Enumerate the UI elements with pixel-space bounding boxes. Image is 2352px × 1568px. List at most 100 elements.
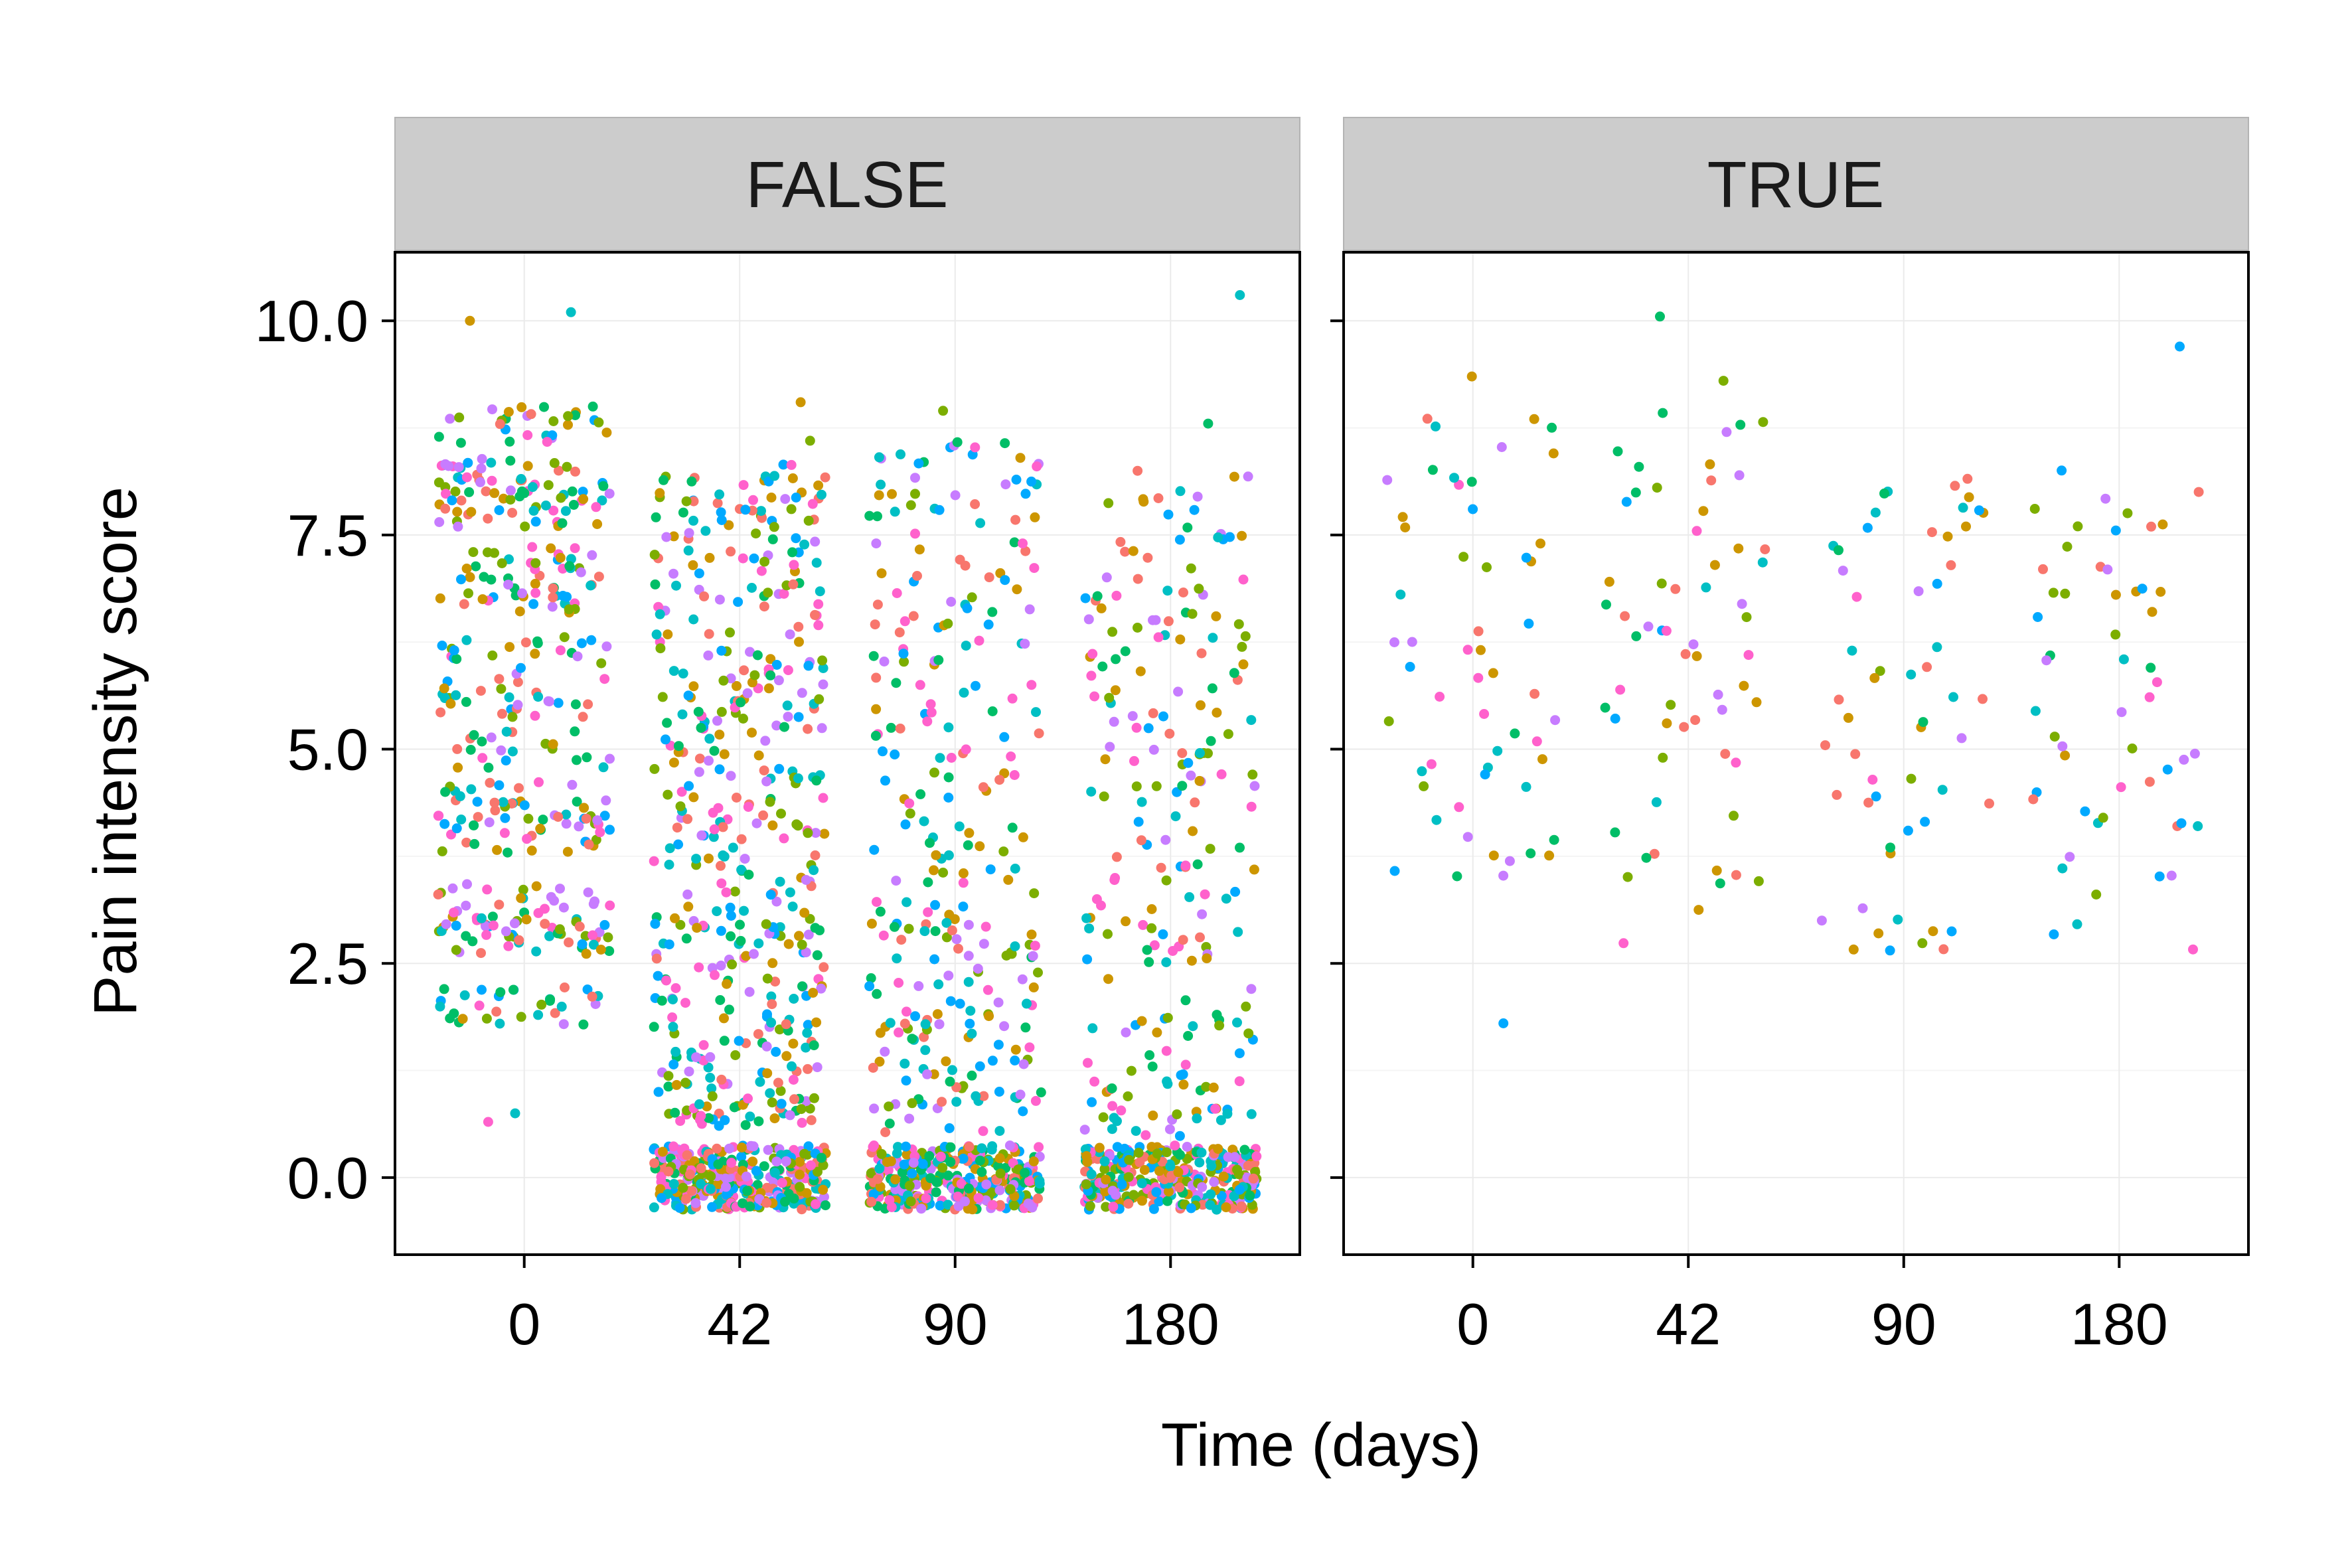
data-point <box>716 878 727 889</box>
data-point <box>548 739 558 749</box>
data-point <box>982 984 993 995</box>
data-point <box>716 507 726 518</box>
data-point <box>1083 614 1094 625</box>
data-point <box>1245 1190 1255 1201</box>
x-tick-label: 0 <box>1456 1291 1489 1357</box>
data-point <box>570 410 580 420</box>
data-point <box>2057 741 2068 751</box>
data-point <box>977 1143 987 1154</box>
data-point <box>736 697 746 708</box>
data-point <box>1099 791 1109 802</box>
data-point <box>1948 692 1958 702</box>
data-point <box>1028 1156 1039 1166</box>
data-point <box>1103 498 1114 509</box>
data-point <box>1177 748 1188 758</box>
data-point <box>938 406 949 416</box>
data-point <box>1209 1177 1219 1187</box>
data-point <box>1531 736 1542 747</box>
data-point <box>1213 1144 1223 1154</box>
data-point <box>486 732 497 743</box>
data-point <box>1178 1079 1189 1090</box>
data-point <box>919 926 930 937</box>
data-point <box>767 534 778 544</box>
data-point <box>963 840 973 850</box>
data-point <box>795 397 806 408</box>
data-point <box>1666 700 1676 710</box>
data-point <box>904 1180 915 1191</box>
data-point <box>998 846 1009 857</box>
data-point <box>581 813 591 824</box>
data-point <box>1109 875 1120 886</box>
data-point <box>1479 709 1490 719</box>
data-point <box>763 588 773 598</box>
data-point <box>765 654 776 665</box>
data-point <box>696 830 707 840</box>
data-point <box>920 1019 931 1030</box>
data-point <box>947 1065 957 1075</box>
data-point <box>1164 1186 1174 1197</box>
data-point <box>1504 856 1515 866</box>
data-point <box>876 568 887 579</box>
data-point <box>461 472 472 483</box>
data-point <box>505 455 516 466</box>
data-point <box>1029 888 1040 899</box>
data-point <box>563 420 573 430</box>
data-point <box>959 687 969 698</box>
data-point <box>1111 852 1122 862</box>
data-point <box>664 939 674 950</box>
data-point <box>494 505 505 515</box>
data-point <box>933 979 944 990</box>
data-point <box>547 601 558 612</box>
data-point <box>967 592 977 603</box>
data-point <box>905 500 916 510</box>
data-point <box>494 674 505 684</box>
data-point <box>951 934 962 945</box>
data-point <box>1146 904 1157 914</box>
data-point <box>816 1152 826 1163</box>
data-point <box>965 1018 975 1029</box>
data-point <box>932 1009 943 1020</box>
data-point <box>1133 465 1143 476</box>
panel-background <box>395 252 1300 1255</box>
data-point <box>522 834 532 844</box>
data-point <box>785 629 795 640</box>
data-point <box>973 963 983 974</box>
data-point <box>787 473 798 483</box>
data-point <box>1634 461 1644 472</box>
data-point <box>961 744 971 755</box>
data-point <box>587 991 597 1002</box>
data-point <box>662 718 672 728</box>
data-point <box>1182 522 1193 533</box>
data-point <box>910 528 920 539</box>
data-point <box>915 789 926 799</box>
data-point <box>1175 634 1186 645</box>
data-point <box>993 997 1004 1008</box>
data-point <box>1431 421 1441 431</box>
data-point <box>1643 621 1654 632</box>
data-point <box>803 828 813 838</box>
data-point <box>1174 1131 1185 1141</box>
data-point <box>1183 757 1194 768</box>
data-point <box>946 597 957 607</box>
data-point <box>2179 754 2189 765</box>
data-point <box>1547 422 1557 433</box>
data-point <box>694 962 704 973</box>
data-point <box>740 1120 751 1131</box>
data-point <box>970 499 980 509</box>
data-point <box>1010 1044 1021 1055</box>
data-point <box>963 951 974 961</box>
data-point <box>494 900 505 910</box>
data-point <box>1121 916 1131 927</box>
data-point <box>787 1061 797 1071</box>
data-point <box>670 913 680 923</box>
data-point <box>761 776 772 787</box>
data-point <box>1195 932 1205 943</box>
data-point <box>670 1107 680 1118</box>
data-point <box>902 897 912 907</box>
data-point <box>1112 1116 1122 1127</box>
data-point <box>866 918 877 929</box>
data-point <box>739 665 749 676</box>
data-point <box>874 1163 885 1174</box>
data-point <box>505 642 515 653</box>
